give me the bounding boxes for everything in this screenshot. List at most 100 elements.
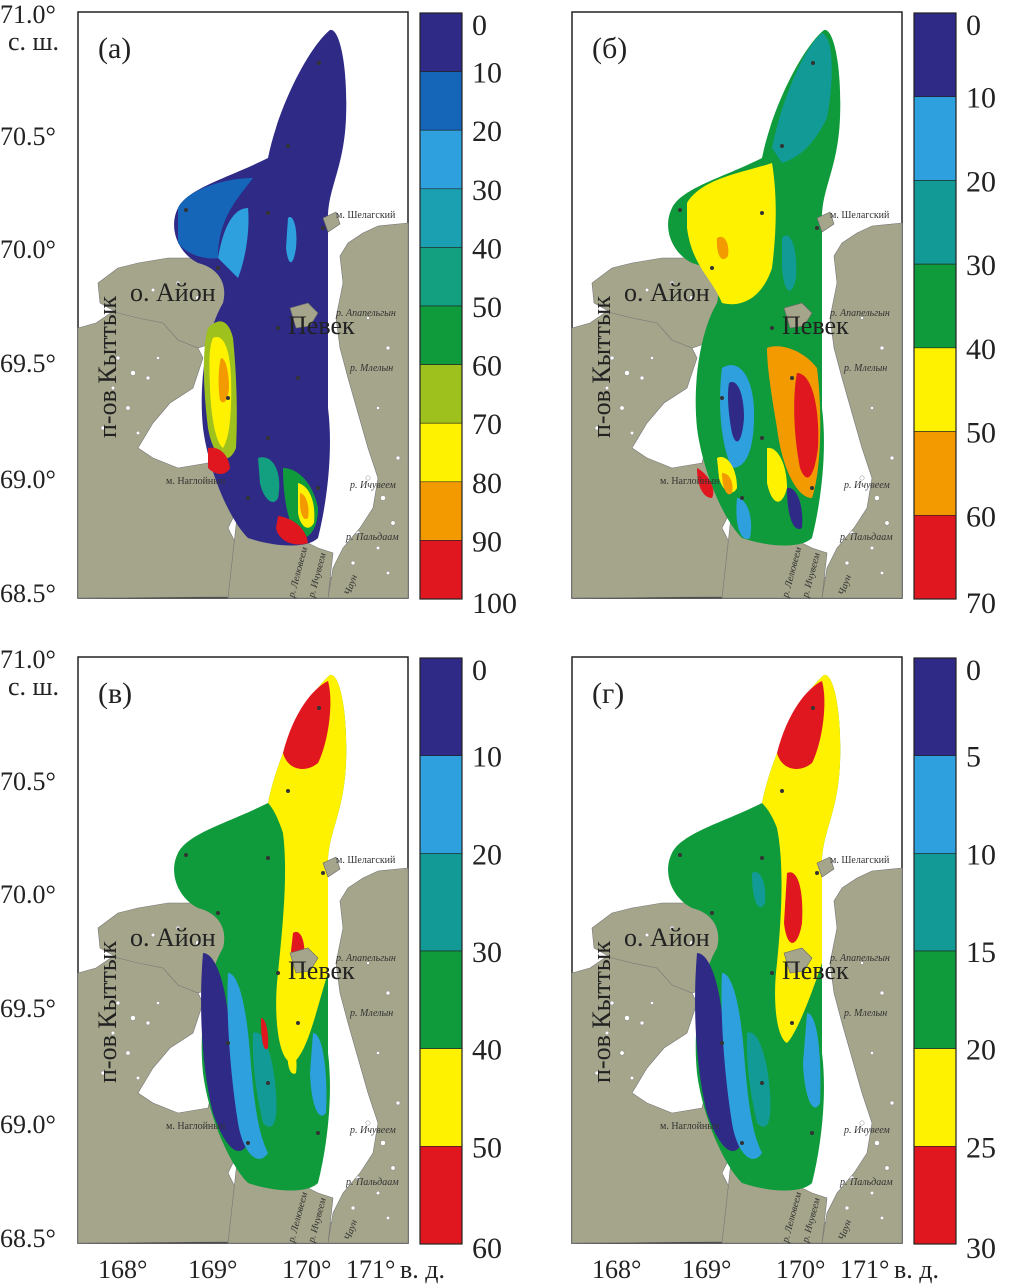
river-mlelyn: р. Млелын xyxy=(843,1008,887,1019)
lat-unit: с. ш. xyxy=(8,27,59,56)
colorbar-tick-label: 40 xyxy=(472,1034,502,1067)
colorbar-c: 0 10 20 30 40 50 60 xyxy=(419,654,502,1265)
colorbar-segment xyxy=(419,481,463,541)
lat-tick: 69.0° xyxy=(0,465,56,494)
contour-field xyxy=(668,674,841,1191)
colorbar-segment xyxy=(913,1048,957,1147)
colorbar-tick-label: 90 xyxy=(472,525,502,558)
colorbar-segment xyxy=(419,305,463,365)
colorbar-tick-label: 20 xyxy=(966,165,996,198)
colorbar-segment xyxy=(419,364,463,424)
colorbar-segment xyxy=(419,853,463,952)
colorbar-tick-label: 25 xyxy=(966,1131,996,1164)
colorbar-segment xyxy=(913,657,957,756)
colorbar-b: 0 10 20 30 40 50 60 70 xyxy=(913,9,996,620)
colorbar-tick-label: 10 xyxy=(472,741,502,774)
colorbar-segment xyxy=(913,12,957,98)
colorbar-tick-label: 0 xyxy=(966,9,981,42)
colorbar-tick-label: 10 xyxy=(966,838,996,871)
colorbar-tick-label: 30 xyxy=(472,174,502,207)
colorbar-tick-label: 70 xyxy=(472,408,502,441)
place-shelagsky: м. Шелагский xyxy=(830,855,890,866)
river-mlelyn: р. Млелын xyxy=(843,363,887,374)
lon-tick: 168° xyxy=(98,1255,147,1284)
place-kyttyk: п-ов Кыттык xyxy=(587,296,616,438)
place-kyttyk: п-ов Кыттык xyxy=(587,941,616,1083)
place-nagloynyn: м. Наглойнын xyxy=(166,476,226,487)
river-mlelyn: р. Млелын xyxy=(349,363,393,374)
colorbar-tick-label: 50 xyxy=(472,1131,502,1164)
panel-d: о. Айон Певек п-ов Кыттык м. Шелагский м… xyxy=(571,656,903,1245)
place-nagloynyn: м. Наглойнын xyxy=(166,1121,226,1132)
contour-field xyxy=(174,674,347,1191)
colorbar-segment xyxy=(419,755,463,854)
colorbar-segment xyxy=(419,129,463,190)
river-apapelgin: р. Апапельгын xyxy=(829,953,890,964)
colorbar-tick-label: 100 xyxy=(472,587,517,620)
colorbar-segment xyxy=(913,853,957,952)
panel-letter: (в) xyxy=(98,677,132,710)
place-shelagsky: м. Шелагский xyxy=(336,210,396,221)
colorbar-tick-label: 30 xyxy=(966,1232,996,1265)
lat-tick: 68.5° xyxy=(0,579,56,608)
place-pevek: Певек xyxy=(288,956,355,985)
colorbar-tick-label: 0 xyxy=(472,9,487,42)
colorbar-tick-label: 5 xyxy=(966,741,981,774)
river-ichuveem: р. Ичувеем xyxy=(843,480,890,491)
place-shelagsky: м. Шелагский xyxy=(830,210,890,221)
colorbar-tick-label: 70 xyxy=(966,587,996,620)
colorbar-segment xyxy=(419,950,463,1049)
lon-tick: 171° xyxy=(840,1255,889,1284)
panel-c: о. Айон Певек п-ов Кыттык м. Шелагский м… xyxy=(77,656,409,1245)
river-paldavaam: р. Пальдаам xyxy=(345,532,399,543)
longitude-axis-left: 168° 169° 170° 171° в. д. xyxy=(98,1255,445,1284)
lon-unit: в. д. xyxy=(400,1255,445,1284)
colorbar-tick-label: 40 xyxy=(966,333,996,366)
lon-tick: 171° xyxy=(346,1255,395,1284)
colorbar-tick-label: 20 xyxy=(966,1034,996,1067)
river-apapelgin: р. Апапельгын xyxy=(335,953,396,964)
latitude-axis-bottom: 71.0° с. ш. 70.5° 70.0° 69.5° 69.0° 68.5… xyxy=(0,645,59,1253)
colorbar-segment xyxy=(419,1146,463,1245)
lat-tick: 70.5° xyxy=(0,122,56,151)
lat-tick: 69.5° xyxy=(0,994,56,1023)
colorbar-segment xyxy=(419,71,463,131)
panel-letter: (б) xyxy=(592,32,627,65)
place-shelagsky: м. Шелагский xyxy=(336,855,396,866)
lat-tick: 68.5° xyxy=(0,1224,56,1253)
colorbar-segment xyxy=(913,514,957,600)
place-kyttyk: п-ов Кыттык xyxy=(93,296,122,438)
lat-unit: с. ш. xyxy=(8,672,59,701)
colorbar-tick-label: 0 xyxy=(472,654,487,687)
colorbar-segment xyxy=(419,1048,463,1147)
lon-tick: 169° xyxy=(188,1255,237,1284)
colorbar-segment xyxy=(913,1146,957,1245)
river-ichuveem: р. Ичувеем xyxy=(843,1125,890,1136)
colorbar-tick-label: 20 xyxy=(472,115,502,148)
place-nagloynyn: м. Наглойнын xyxy=(660,476,720,487)
colorbar-segment xyxy=(419,12,463,72)
colorbar-segment xyxy=(913,755,957,854)
panel-b: о. Айон Певек п-ов Кыттык м. Шелагский м… xyxy=(571,11,903,600)
colorbar-segment xyxy=(913,263,957,349)
colorbar-segment xyxy=(419,188,463,248)
lon-tick: 170° xyxy=(776,1255,825,1284)
panel-a: о. Айон Певек п-ов Кыттык м. Шелагский м… xyxy=(77,11,409,600)
colorbar-tick-label: 50 xyxy=(472,291,502,324)
latitude-axis-top: 71.0° с. ш. 70.5° 70.0° 69.5° 69.0° 68.5… xyxy=(0,0,59,608)
colorbar-frame xyxy=(913,657,957,1245)
lat-tick: 70.0° xyxy=(0,235,56,264)
colorbar-segment xyxy=(419,422,463,483)
colorbar-tick-label: 0 xyxy=(966,654,981,687)
colorbar-frame xyxy=(913,12,957,600)
colorbar-frame xyxy=(419,12,463,600)
colorbar-tick-label: 30 xyxy=(966,249,996,282)
place-pevek: Певек xyxy=(288,311,355,340)
place-ayon: о. Айон xyxy=(624,923,710,952)
colorbar-tick-label: 20 xyxy=(472,838,502,871)
colorbar-tick-label: 60 xyxy=(966,500,996,533)
colorbar-tick-label: 60 xyxy=(472,350,502,383)
colorbar-frame xyxy=(419,657,463,1245)
contour-field xyxy=(668,29,841,546)
